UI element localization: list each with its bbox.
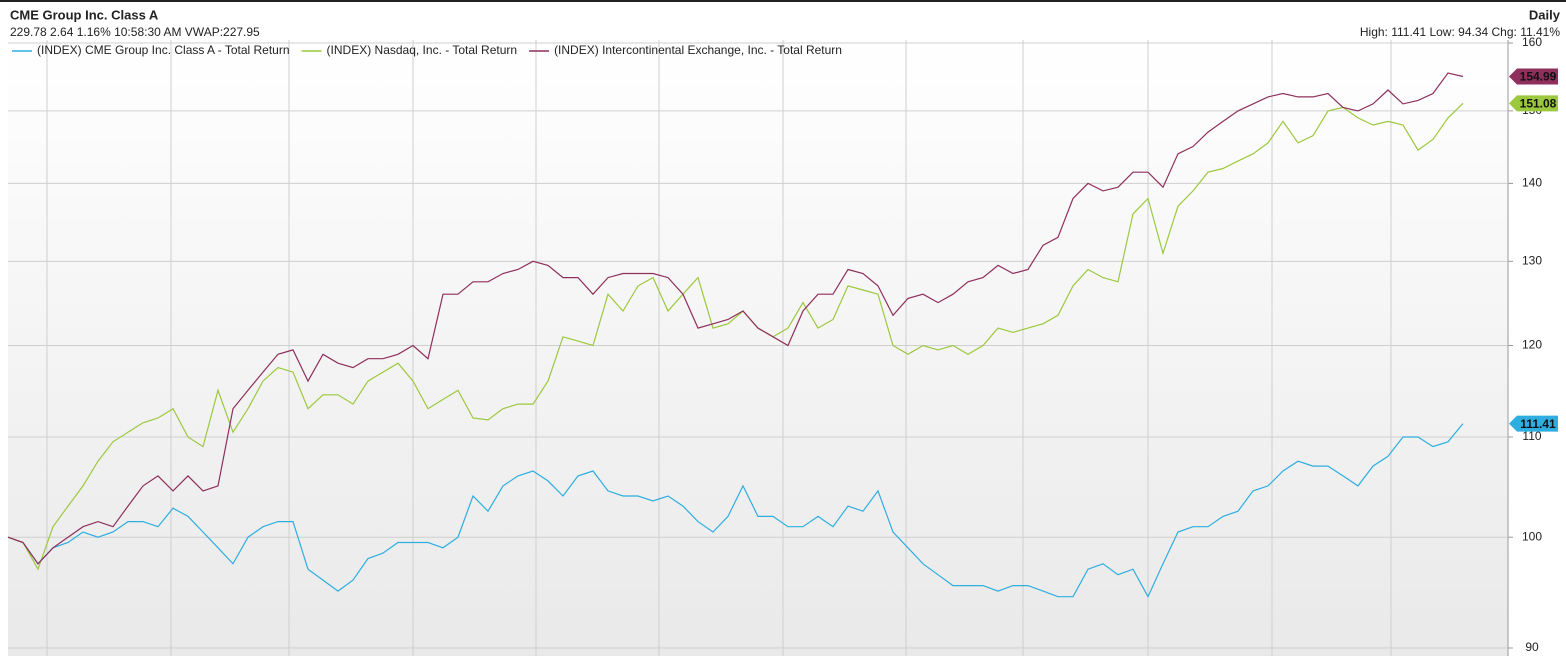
legend-label: (INDEX) Intercontinental Exchange, Inc. …	[554, 43, 842, 57]
summary: High: 111.41 Low: 94.34 Chg: 11.41%	[1360, 25, 1560, 39]
chart-subtitle: 229.78 2.64 1.16% 10:58:30 AM VWAP:227.9…	[10, 25, 260, 39]
last-value-flag	[1509, 68, 1558, 85]
y-tick-label: 110	[1522, 429, 1541, 443]
interval: Daily	[1529, 7, 1561, 22]
y-tick-label: 140	[1522, 176, 1542, 190]
x-grid	[46, 40, 1392, 656]
chart-title: CME Group Inc. Class A	[10, 7, 159, 22]
series-line	[7, 72, 1464, 565]
last-value-flag	[1509, 95, 1558, 112]
y-tick-label: 100	[1522, 529, 1542, 543]
plot-area	[8, 40, 1508, 656]
y-tick-label: 90	[1525, 640, 1539, 654]
series-line	[7, 102, 1464, 571]
last-value-flag	[1509, 415, 1558, 432]
y-tick-label: 120	[1522, 338, 1542, 352]
y-tick-label: 130	[1522, 254, 1542, 268]
legend-label: (INDEX) CME Group Inc. Class A - Total R…	[37, 43, 290, 57]
last-value-label: 111.41	[1520, 417, 1556, 431]
last-value-label: 151.08	[1520, 96, 1557, 110]
series-line	[7, 423, 1464, 599]
last-value-label: 154.99	[1520, 70, 1557, 84]
legend-label: (INDEX) Nasdaq, Inc. - Total Return	[327, 43, 518, 57]
y-tick-label: 160	[1522, 35, 1542, 49]
